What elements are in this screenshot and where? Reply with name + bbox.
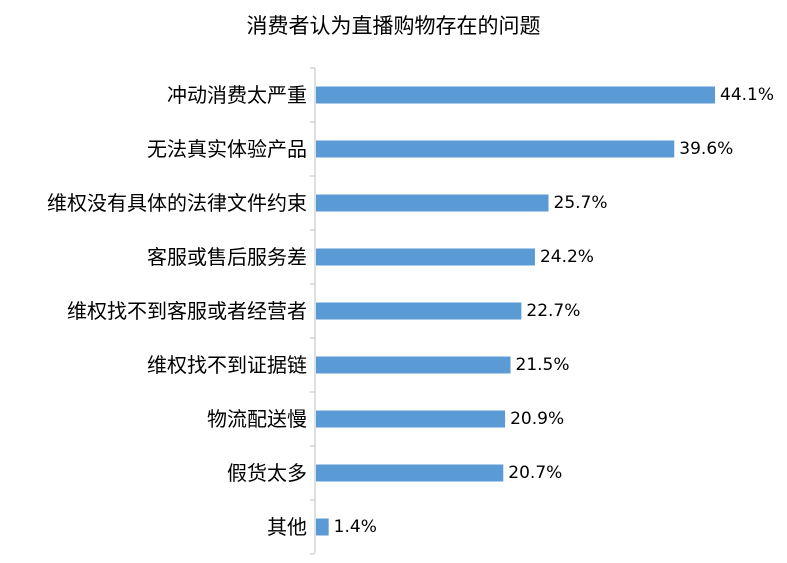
category-label: 维权没有具体的法律文件约束 [47, 191, 307, 215]
data-label: 1.4% [334, 517, 377, 537]
bar [316, 518, 329, 536]
category-label: 假货太多 [227, 461, 307, 485]
data-label: 39.6% [679, 139, 733, 159]
data-label: 24.2% [540, 247, 594, 267]
category-label: 物流配送慢 [207, 407, 307, 431]
category-label: 其他 [267, 515, 307, 539]
chart-title: 消费者认为直播购物存在的问题 [246, 14, 541, 38]
category-label: 冲动消费太严重 [167, 83, 307, 107]
data-label: 22.7% [526, 301, 580, 321]
data-label: 44.1% [720, 85, 774, 105]
category-label: 维权找不到客服或者经营者 [67, 299, 307, 323]
data-label: 20.9% [510, 409, 564, 429]
data-label: 20.7% [508, 463, 562, 483]
category-label: 无法真实体验产品 [147, 137, 307, 161]
bar [316, 86, 715, 104]
bar [316, 248, 535, 266]
category-label: 客服或售后服务差 [147, 245, 307, 269]
data-label: 25.7% [554, 193, 608, 213]
bar [316, 410, 506, 428]
bar [316, 140, 675, 158]
category-label: 维权找不到证据链 [147, 353, 307, 377]
bar [316, 464, 504, 482]
data-label: 21.5% [516, 355, 570, 375]
bar [316, 302, 522, 320]
bar [316, 356, 511, 374]
bar [316, 194, 549, 212]
